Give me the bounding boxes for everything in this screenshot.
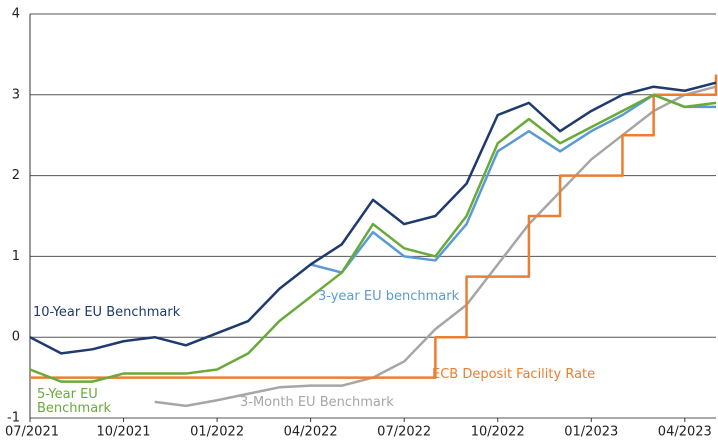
x-tick-label: 10/2022: [471, 425, 525, 440]
y-tick-label: 0: [12, 330, 20, 345]
series-line: [29, 93, 717, 383]
series-label: 3-year EU benchmark: [318, 289, 460, 304]
series-line: [30, 74, 718, 379]
series-label: 5-Year EU Benchmark: [37, 387, 112, 416]
x-tick-label: 04/2022: [284, 425, 338, 440]
x-tick-label: 07/2022: [377, 425, 431, 440]
x-tick-label: 01/2023: [564, 425, 618, 440]
x-tick-label: 01/2022: [190, 425, 244, 440]
series-label: 3-Month EU Benchmark: [240, 395, 394, 410]
y-tick-label: 2: [12, 168, 20, 183]
series-label: ECB Deposit Facility Rate: [432, 367, 596, 382]
x-tick-label: 10/2021: [97, 425, 151, 440]
y-tick-label: -1: [7, 411, 20, 426]
series-label: 10-Year EU Benchmark: [33, 305, 181, 320]
y-tick-label: 4: [12, 7, 20, 22]
x-tick-label: 07/2021: [5, 425, 59, 440]
y-tick-label: 3: [12, 87, 20, 102]
x-tick-label: 04/2023: [658, 425, 712, 440]
series-line: [29, 81, 717, 355]
y-tick-label: 1: [12, 249, 20, 264]
